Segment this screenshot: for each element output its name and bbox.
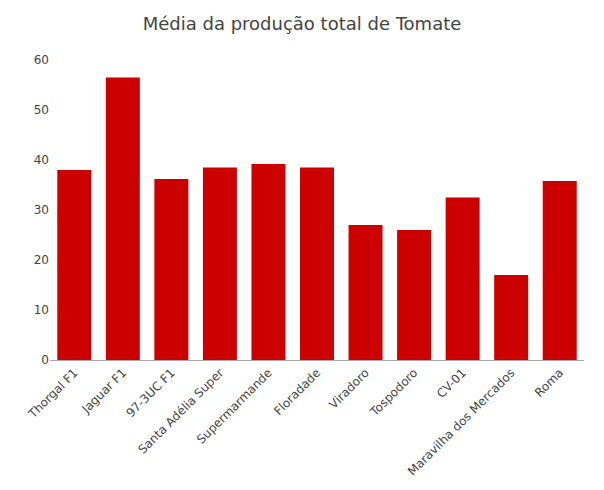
svg-text:Santa Adélia Super: Santa Adélia Super [135, 366, 226, 457]
svg-text:Supermarmande: Supermarmande [194, 366, 275, 447]
svg-text:Thorgal F1: Thorgal F1 [25, 366, 81, 422]
svg-text:97-3UC F1: 97-3UC F1 [123, 366, 177, 420]
svg-text:30: 30 [34, 203, 49, 217]
svg-text:Floradade: Floradade [271, 366, 323, 418]
svg-text:50: 50 [34, 103, 49, 117]
svg-text:Média da produção total de Tom: Média da produção total de Tomate [143, 13, 462, 34]
svg-text:CV-01: CV-01 [434, 366, 469, 401]
svg-text:Roma: Roma [532, 366, 566, 400]
svg-text:Viradoro: Viradoro [326, 366, 372, 412]
svg-text:Tospodoro: Tospodoro [367, 366, 421, 420]
svg-text:40: 40 [34, 153, 49, 167]
svg-text:Jaguar F1: Jaguar F1 [78, 366, 129, 417]
svg-text:10: 10 [34, 303, 49, 317]
svg-text:0: 0 [41, 353, 49, 367]
svg-text:60: 60 [34, 53, 49, 67]
svg-text:Maravilha dos Mercados: Maravilha dos Mercados [405, 366, 518, 479]
svg-text:20: 20 [34, 253, 49, 267]
